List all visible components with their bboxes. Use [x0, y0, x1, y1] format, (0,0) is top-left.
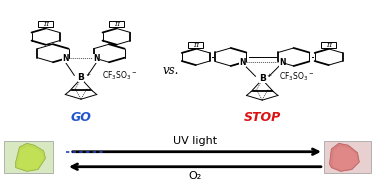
- FancyBboxPatch shape: [188, 42, 203, 48]
- Text: CF$_3$SO$_3$$^-$: CF$_3$SO$_3$$^-$: [279, 70, 314, 83]
- Polygon shape: [16, 143, 45, 171]
- Text: +: +: [267, 73, 272, 78]
- Text: π: π: [326, 41, 331, 49]
- Text: UV light: UV light: [173, 136, 217, 146]
- Polygon shape: [333, 146, 358, 170]
- FancyBboxPatch shape: [109, 21, 124, 27]
- Text: STOP: STOP: [244, 111, 281, 124]
- Polygon shape: [330, 143, 359, 171]
- Text: N: N: [279, 58, 285, 67]
- FancyBboxPatch shape: [321, 42, 336, 48]
- Text: B: B: [78, 73, 84, 82]
- Text: π: π: [114, 20, 119, 28]
- Text: O₂: O₂: [188, 171, 202, 181]
- Text: +: +: [86, 72, 91, 77]
- Text: GO: GO: [70, 111, 92, 124]
- FancyBboxPatch shape: [38, 21, 53, 27]
- Text: N: N: [62, 54, 69, 63]
- Text: π: π: [43, 20, 48, 28]
- Text: N: N: [93, 54, 100, 63]
- Text: B: B: [259, 74, 266, 83]
- FancyBboxPatch shape: [4, 141, 53, 173]
- Text: π: π: [193, 41, 198, 49]
- Text: CF$_3$SO$_3$$^-$: CF$_3$SO$_3$$^-$: [102, 70, 137, 82]
- Polygon shape: [18, 146, 43, 170]
- FancyBboxPatch shape: [324, 141, 370, 173]
- Text: vs.: vs.: [162, 64, 179, 77]
- Text: N: N: [239, 58, 246, 67]
